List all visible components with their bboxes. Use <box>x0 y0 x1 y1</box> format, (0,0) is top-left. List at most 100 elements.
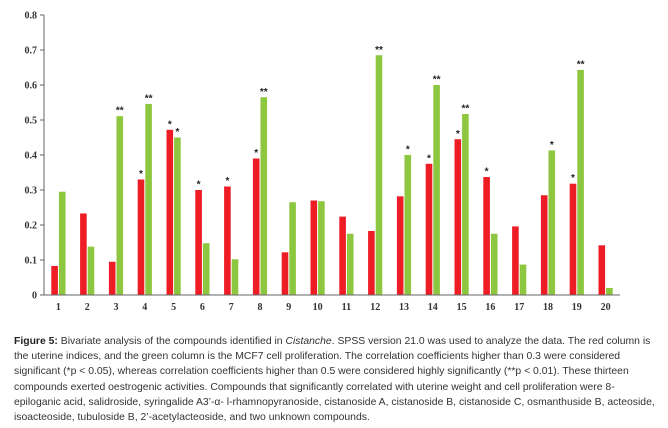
significance-marker: ** <box>577 59 585 70</box>
significance-marker: * <box>175 127 179 138</box>
y-tick: 0.8 <box>25 11 44 22</box>
x-tick-label: 20 <box>601 302 611 313</box>
green-bar-5 <box>174 137 181 295</box>
red-bar-3 <box>108 261 116 295</box>
significance-marker: * <box>485 167 489 178</box>
figure-label: Figure 5: <box>14 336 58 347</box>
bars <box>51 55 613 296</box>
y-tick-label: 0.8 <box>25 11 38 22</box>
y-tick-label: 0 <box>32 291 37 302</box>
significance-marker: ** <box>145 93 153 104</box>
x-tick-label: 17 <box>514 302 524 313</box>
red-bar-10 <box>310 200 318 295</box>
y-tick: 0 <box>32 291 44 302</box>
green-bar-8 <box>260 97 268 295</box>
x-tick-label: 9 <box>286 302 291 313</box>
green-bar-10 <box>318 201 325 295</box>
green-bar-7 <box>231 259 239 295</box>
caption-italic-term: Cistanche <box>285 336 332 347</box>
y-tick-label: 0.7 <box>25 46 38 57</box>
significance-marker: ** <box>116 106 124 117</box>
red-bar-17 <box>512 226 519 295</box>
y-tick: 0.3 <box>25 186 44 197</box>
green-bar-9 <box>289 202 296 295</box>
green-bar-6 <box>202 243 210 295</box>
significance-marker: * <box>571 173 575 184</box>
significance-marker: * <box>427 153 431 164</box>
green-bar-14 <box>433 85 440 295</box>
significance-marker: * <box>254 148 258 159</box>
figure-caption: Figure 5: Bivariate analysis of the comp… <box>14 334 660 425</box>
green-bar-1 <box>58 191 66 295</box>
y-tick-label: 0.3 <box>25 186 38 197</box>
y-tick-label: 0.6 <box>25 81 38 92</box>
x-tick-label: 15 <box>457 302 467 313</box>
significance-marker: * <box>225 176 229 187</box>
x-tick-label: 2 <box>85 302 90 313</box>
y-tick: 0.6 <box>25 81 44 92</box>
red-bar-6 <box>195 190 202 295</box>
green-bar-13 <box>404 155 412 295</box>
green-bar-17 <box>519 264 527 295</box>
green-bar-4 <box>145 103 152 296</box>
red-bar-2 <box>80 213 87 295</box>
significance-markers: ******** ****************** <box>116 45 585 191</box>
red-bar-13 <box>396 196 404 295</box>
significance-marker: * <box>456 129 460 140</box>
red-bar-14 <box>425 163 433 295</box>
green-bar-11 <box>346 233 354 295</box>
significance-marker: * <box>168 119 172 130</box>
red-bar-16 <box>483 177 490 295</box>
x-tick-label: 10 <box>313 302 323 313</box>
green-bar-18 <box>548 150 556 295</box>
bar-chart: 00.10.20.30.40.50.60.70.8 ******** ******… <box>25 11 620 313</box>
red-bar-12 <box>368 230 375 295</box>
significance-marker: * <box>406 145 410 156</box>
green-bar-20 <box>606 288 613 295</box>
red-bar-20 <box>598 245 606 295</box>
significance-marker: * <box>197 180 201 191</box>
significance-marker: * <box>550 140 554 151</box>
red-bar-5 <box>166 129 174 295</box>
y-axis-ticks: 0 0.1 0.2 0.3 0.4 0.5 0.6 0.7 0.8 <box>25 11 44 302</box>
significance-marker: ** <box>433 75 441 86</box>
y-tick: 0.7 <box>25 46 44 57</box>
significance-marker: * <box>139 169 143 180</box>
y-tick-label: 0.2 <box>25 221 38 232</box>
x-tick-label: 12 <box>370 302 380 313</box>
x-tick-label: 1 <box>56 302 61 313</box>
caption-text-part-2: . SPSS version 21.0 was used to analyze … <box>14 336 655 424</box>
significance-marker: ** <box>260 87 268 98</box>
green-bar-12 <box>375 55 383 295</box>
x-tick-label: 16 <box>485 302 495 313</box>
red-bar-18 <box>540 195 548 295</box>
caption-text-part-1: Bivariate analysis of the compounds iden… <box>57 336 286 347</box>
red-bar-15 <box>454 139 462 295</box>
green-bar-3 <box>116 116 124 296</box>
x-axis-ticks: 1 2 3 4 5 6 7 8 9 10 11 12 13 14 15 16 17 18 19 20 <box>56 302 611 313</box>
x-tick-label: 19 <box>572 302 582 313</box>
y-tick-label: 0.1 <box>25 256 38 267</box>
green-bar-15 <box>462 114 469 295</box>
red-bar-4 <box>137 179 145 295</box>
x-tick-label: 5 <box>171 302 176 313</box>
y-tick: 0.1 <box>25 256 44 267</box>
x-tick-label: 18 <box>543 302 553 313</box>
x-tick-label: 4 <box>142 302 147 313</box>
y-tick-label: 0.5 <box>25 116 38 127</box>
x-tick-label: 13 <box>399 302 409 313</box>
y-tick: 0.5 <box>25 116 44 127</box>
green-bar-16 <box>490 233 498 295</box>
red-bar-7 <box>224 186 231 295</box>
x-tick-label: 11 <box>342 302 351 313</box>
y-tick: 0.2 <box>25 221 44 232</box>
y-tick-label: 0.4 <box>25 151 38 162</box>
x-tick-label: 14 <box>428 302 438 313</box>
y-tick: 0.4 <box>25 151 44 162</box>
x-tick-label: 7 <box>229 302 234 313</box>
green-bar-2 <box>87 246 95 295</box>
red-bar-9 <box>281 252 289 295</box>
significance-marker: ** <box>462 104 470 115</box>
red-bar-19 <box>569 183 577 295</box>
x-tick-label: 3 <box>114 302 119 313</box>
